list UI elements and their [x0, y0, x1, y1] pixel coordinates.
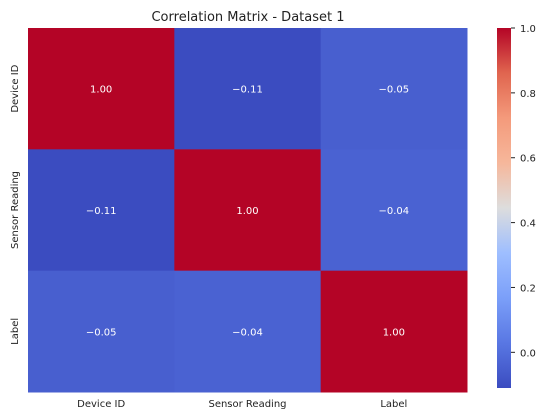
y-tick-label: Label: [10, 318, 21, 345]
cell-value-label: 1.00: [90, 85, 112, 96]
colorbar-tick-label: 0.4: [520, 219, 536, 230]
y-axis-tick-labels: Device ID Sensor Reading Label: [10, 64, 21, 344]
heatmap-cell: [28, 28, 175, 150]
colorbar-tick-label: 0.2: [520, 283, 536, 294]
cell-value-label: −0.04: [379, 206, 410, 217]
heatmap-cell: [28, 149, 175, 272]
colorbar-tick-label: 0.0: [520, 348, 536, 359]
heatmap-cell-labels: 1.00 −0.11 −0.05 −0.11 1.00 −0.04 −0.05 −0.04 1.…: [86, 85, 409, 339]
colorbar-tick-label: 0.8: [520, 89, 536, 100]
colorbar-tick-label: 0.6: [520, 154, 536, 165]
colorbar-tick-labels: 1.0 0.8 0.6 0.4 0.2 0.0: [511, 24, 536, 359]
y-tick-label: Sensor Reading: [10, 171, 21, 249]
x-tick-label: Device ID: [77, 399, 125, 410]
heatmap-cell: [174, 270, 322, 393]
cell-value-label: −0.11: [232, 85, 263, 96]
cell-value-label: −0.05: [86, 327, 117, 338]
cell-value-label: 1.00: [236, 206, 258, 217]
x-tick-label: Label: [380, 399, 407, 410]
cell-value-label: −0.05: [379, 85, 410, 96]
heatmap-cell: [320, 270, 468, 393]
cell-value-label: 1.00: [383, 327, 405, 338]
colorbar: [497, 28, 511, 388]
cell-value-label: −0.11: [86, 206, 117, 217]
chart-title: Correlation Matrix - Dataset 1: [151, 10, 344, 25]
colorbar-tick-label: 1.0: [520, 24, 536, 35]
heatmap-cell: [174, 28, 322, 150]
heatmap-cell: [28, 270, 175, 393]
heatmap-cell: [320, 28, 468, 150]
x-axis-tick-labels: Device ID Sensor Reading Label: [77, 399, 407, 410]
cell-value-label: −0.04: [232, 327, 263, 338]
x-tick-label: Sensor Reading: [208, 399, 286, 410]
heatmap-cells: [28, 28, 468, 393]
heatmap-cell: [320, 149, 468, 272]
y-tick-label: Device ID: [10, 64, 21, 112]
heatmap-cell: [174, 149, 322, 272]
